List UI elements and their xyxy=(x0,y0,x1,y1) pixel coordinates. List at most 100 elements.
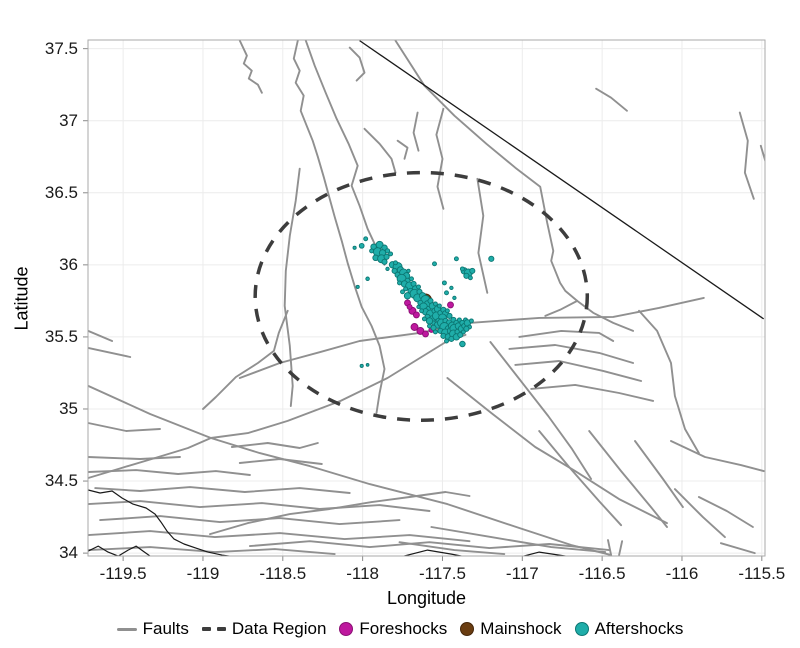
plot-frame xyxy=(87,39,766,557)
coastline xyxy=(88,489,234,556)
fault-line xyxy=(363,127,397,174)
aftershock-point xyxy=(397,280,402,286)
tick-marks xyxy=(83,48,763,561)
y-tick-label: 35 xyxy=(59,398,78,418)
legend-label: Data Region xyxy=(231,619,327,638)
data-region-ellipse xyxy=(253,170,590,422)
fault-line xyxy=(514,360,643,382)
aftershock-point xyxy=(421,316,427,322)
fault-line xyxy=(508,344,635,364)
aftershock-point xyxy=(416,304,421,310)
aftershock-point xyxy=(463,325,470,332)
legend-item-faults: Faults xyxy=(116,619,189,639)
aftershock-point xyxy=(403,292,412,300)
fault-line xyxy=(88,546,336,556)
aftershock-point xyxy=(403,286,409,292)
fault-line xyxy=(88,469,251,476)
fault-line xyxy=(489,341,593,480)
aftershock-point xyxy=(488,255,495,262)
aftershock-point xyxy=(416,284,421,290)
legend-item-data-region: Data Region xyxy=(201,619,327,639)
aftershock-point xyxy=(469,267,476,274)
aftershock-point xyxy=(409,276,414,282)
x-tick-label: -119 xyxy=(186,564,220,583)
y-axis-label: Latitude xyxy=(11,266,32,331)
aftershocks-layer xyxy=(352,236,495,368)
fault-line xyxy=(88,422,161,432)
fault-line xyxy=(638,309,700,455)
aftershock-point xyxy=(400,289,405,295)
fault-line xyxy=(398,541,506,556)
y-tick-label: 37.5 xyxy=(44,38,78,58)
fault-line xyxy=(476,177,489,294)
foreshock-point xyxy=(410,323,419,331)
aftershock-point xyxy=(427,323,432,329)
aftershock-point xyxy=(425,317,434,325)
legend-label: Foreshocks xyxy=(359,619,448,638)
aftershock-point xyxy=(459,340,466,348)
foreshock-point xyxy=(422,330,429,338)
aftershock-point xyxy=(383,253,390,260)
fault-line xyxy=(248,540,611,552)
fault-line xyxy=(304,40,386,266)
fault-line xyxy=(588,430,668,528)
y-tick-label: 34.5 xyxy=(44,471,78,491)
x-tick-label: -118 xyxy=(346,564,379,583)
legend-item-foreshocks: Foreshocks xyxy=(339,619,447,639)
fault-line xyxy=(719,542,756,555)
aftershock-point xyxy=(441,280,447,286)
fault-line xyxy=(88,530,471,543)
aftershock-point xyxy=(446,312,453,319)
mainshock-dot-icon xyxy=(460,622,475,636)
data-region-ellipse-layer xyxy=(253,170,590,422)
x-tick-label: -115.5 xyxy=(738,564,786,583)
fault-line xyxy=(518,329,615,342)
foreshock-dot-icon xyxy=(339,622,354,636)
fault-line xyxy=(618,540,624,556)
foreshock-point xyxy=(412,311,420,319)
aftershock-point xyxy=(385,266,390,272)
fault-line xyxy=(412,111,420,152)
fault-line xyxy=(396,139,409,160)
fault-line xyxy=(88,333,467,479)
aftershock-point xyxy=(459,266,465,272)
fault-line xyxy=(430,526,607,554)
fault-line xyxy=(292,40,386,414)
fault-line xyxy=(738,111,755,200)
fault-line xyxy=(238,458,323,465)
y-tick-label: 36.5 xyxy=(44,182,78,202)
aftershock-point xyxy=(358,242,365,249)
aftershock-point xyxy=(436,303,442,309)
x-tick-label: -117.5 xyxy=(418,564,466,583)
x-tick-label: -116 xyxy=(665,564,699,583)
fault-line xyxy=(283,167,301,407)
aftershock-point xyxy=(444,290,449,296)
fault-line xyxy=(394,40,579,302)
fault-line xyxy=(435,107,445,210)
coastline xyxy=(88,545,151,556)
aftershock-dot-icon xyxy=(574,622,589,636)
fault-line xyxy=(673,488,726,539)
fault-line xyxy=(530,383,655,402)
coastline xyxy=(521,551,570,556)
aftershock-point xyxy=(467,275,473,281)
aftershock-point xyxy=(352,245,357,250)
aftershock-point xyxy=(363,236,369,242)
x-tick-label: -118.5 xyxy=(259,564,307,583)
aftershock-point xyxy=(365,363,370,367)
legend-item-aftershocks: Aftershocks xyxy=(574,619,683,639)
legend-item-mainshock: Mainshock xyxy=(460,619,562,639)
aftershock-point xyxy=(359,363,364,368)
y-tick-label: 34 xyxy=(59,543,78,563)
fault-line xyxy=(88,346,132,358)
state-border-line xyxy=(359,40,765,320)
aftershock-point xyxy=(468,318,474,324)
foreshock-point xyxy=(447,301,454,309)
aftershock-point xyxy=(453,256,459,262)
fault-line xyxy=(209,491,471,536)
aftershock-point xyxy=(419,308,425,314)
fault-line xyxy=(88,456,181,460)
aftershock-point xyxy=(449,285,454,291)
